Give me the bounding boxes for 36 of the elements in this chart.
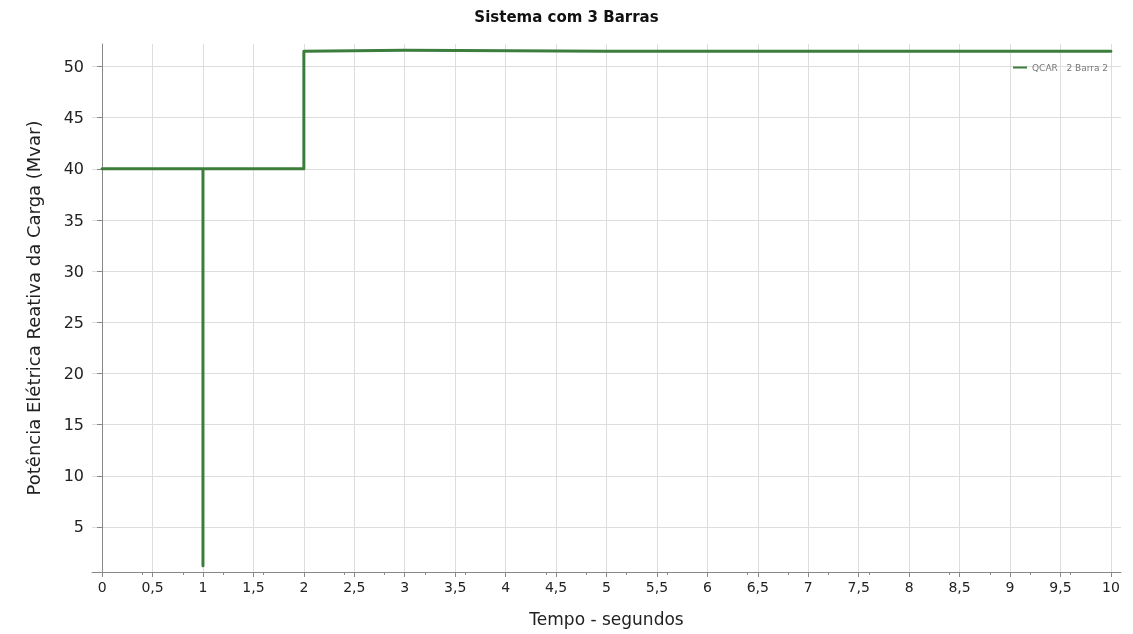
x-tick-label: 2,5 [343, 579, 366, 595]
x-tick-label: 6,5 [746, 579, 769, 595]
x-tick-label: 5 [602, 579, 611, 595]
x-tick-label: 9 [1005, 579, 1015, 595]
y-tick-label: 5 [73, 517, 84, 537]
x-tick-label: 6 [702, 579, 712, 595]
x-tick-label: 8 [904, 579, 914, 595]
x-tick-label: 1,5 [242, 579, 265, 595]
x-tick-label: 3,5 [444, 579, 467, 595]
legend-label: QCAR 2 Barra 2 [1032, 62, 1108, 73]
y-tick-label: 45 [63, 108, 84, 128]
y-tick-label: 30 [63, 261, 84, 281]
y-axis-title: Potência Elétrica Reativa da Carga (Mvar) [22, 120, 44, 496]
x-tick-label: 7,5 [847, 579, 870, 595]
x-tick-label: 4 [501, 579, 511, 595]
y-tick-label: 50 [63, 57, 84, 77]
x-tick-label: 1 [198, 579, 208, 595]
x-tick-label: 0 [97, 579, 107, 595]
y-tick-label: 35 [63, 210, 84, 230]
x-tick-label: 8,5 [948, 579, 971, 595]
chart-title: Sistema com 3 Barras [474, 7, 659, 26]
y-tick-label: 10 [63, 466, 84, 486]
y-tick-label: 15 [63, 415, 84, 435]
line-series [100, 48, 1113, 568]
x-tick-label: 7 [803, 579, 813, 595]
y-tick-label: 20 [63, 363, 84, 383]
x-axis-title: Tempo - segundos [528, 608, 684, 629]
x-tick-label: 2 [299, 579, 309, 595]
x-tick-label: 4,5 [544, 579, 568, 595]
x-tick-label: 9,5 [1049, 579, 1072, 595]
x-tick-label: 10 [1102, 579, 1120, 595]
y-tick-label: 40 [63, 159, 84, 179]
x-tick-label: 3 [400, 579, 410, 595]
x-tick-label: 0,5 [141, 579, 164, 595]
y-tick-label: 25 [63, 312, 84, 332]
x-tick-label: 5,5 [645, 579, 669, 595]
